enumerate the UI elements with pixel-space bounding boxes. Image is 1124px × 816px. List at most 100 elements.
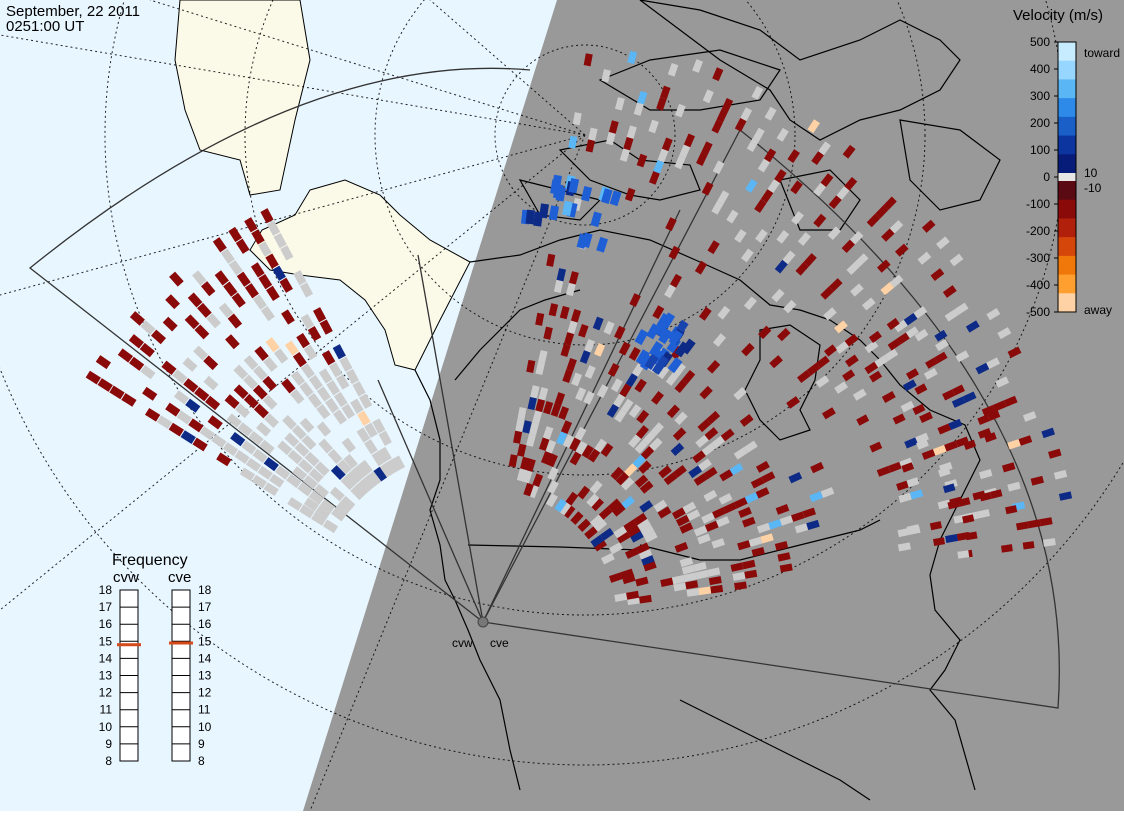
echo-cell xyxy=(932,444,947,456)
echo-cell xyxy=(203,355,219,371)
colorbar-cell xyxy=(1058,116,1076,137)
echo-cell xyxy=(864,361,879,375)
echo-cell xyxy=(942,389,956,401)
echo-cell xyxy=(639,500,654,513)
echo-cell xyxy=(751,85,764,100)
echo-cell xyxy=(643,560,657,572)
echo-cell xyxy=(741,516,756,528)
echo-cell xyxy=(554,498,567,513)
echo-cell xyxy=(565,491,579,506)
echo-cell xyxy=(225,334,240,350)
echo-cell xyxy=(614,325,626,340)
echo-cell xyxy=(339,356,353,372)
echo-cell xyxy=(954,302,969,316)
echo-cell xyxy=(844,354,859,368)
echo-cell xyxy=(695,434,709,448)
echo-cell xyxy=(516,468,527,482)
echo-cell xyxy=(286,473,302,489)
echo-cell xyxy=(273,348,289,364)
echo-cell xyxy=(173,390,190,405)
echo-cell xyxy=(556,431,568,446)
echo-cell xyxy=(302,475,319,490)
echo-cell xyxy=(740,107,753,122)
echo-cell xyxy=(699,385,713,400)
echo-cell xyxy=(721,97,734,112)
echo-cell xyxy=(842,144,856,159)
echo-cell xyxy=(237,422,253,437)
echo-cell xyxy=(902,379,917,392)
echo-cell xyxy=(624,547,639,559)
echo-cell xyxy=(542,426,554,440)
echo-cell xyxy=(538,350,548,364)
echo-cell xyxy=(657,506,672,519)
echo-cell xyxy=(875,205,889,219)
echo-cell xyxy=(378,446,392,463)
echo-cell xyxy=(635,576,649,587)
echo-cell xyxy=(357,410,371,426)
echo-cell xyxy=(774,259,788,274)
echo-cell xyxy=(712,160,725,175)
echo-cell xyxy=(787,149,800,164)
echo-cell xyxy=(745,178,758,193)
echo-cell xyxy=(722,502,737,514)
echo-cell xyxy=(326,380,341,396)
echo-cell xyxy=(587,448,601,463)
echo-cell xyxy=(856,414,870,426)
echo-cell xyxy=(598,506,613,520)
echo-cell xyxy=(797,370,811,384)
echo-cell xyxy=(325,397,339,414)
echo-cell xyxy=(674,542,689,553)
echo-cell xyxy=(609,190,622,207)
echo-cell xyxy=(791,211,804,225)
echo-cell xyxy=(140,365,156,380)
echo-cell xyxy=(290,370,306,386)
echo-cell xyxy=(350,398,364,414)
echo-cell xyxy=(274,465,291,480)
frequency-indicator xyxy=(169,641,193,645)
echo-cell xyxy=(243,355,259,371)
echo-cell xyxy=(121,393,137,407)
echo-cell xyxy=(893,319,908,333)
echo-cell xyxy=(206,313,222,329)
echo-cell xyxy=(635,349,650,366)
echo-cell xyxy=(613,393,626,408)
frequency-tick-label: 9 xyxy=(105,737,112,751)
echo-cell xyxy=(253,365,268,381)
echo-cell xyxy=(795,262,809,276)
echo-cell xyxy=(165,402,181,417)
echo-cell xyxy=(117,348,134,363)
echo-cell xyxy=(267,220,281,236)
echo-cell xyxy=(734,581,747,591)
echo-cell xyxy=(559,305,570,320)
echo-cell xyxy=(807,119,820,134)
echo-cell xyxy=(679,557,694,568)
echo-cell xyxy=(577,518,591,532)
echo-cell xyxy=(670,442,685,457)
echo-cell xyxy=(308,374,323,391)
echo-cell xyxy=(228,260,243,276)
echo-cell xyxy=(829,278,843,292)
colorbar-tick-label: 0 xyxy=(1043,170,1050,184)
echo-cell xyxy=(156,415,173,430)
echo-cell xyxy=(265,253,279,269)
echo-cell xyxy=(252,294,267,310)
echo-cell xyxy=(256,422,272,437)
echo-cell xyxy=(883,196,897,211)
echo-cell xyxy=(900,400,915,413)
echo-cell xyxy=(257,465,273,480)
echo-cell xyxy=(756,522,771,534)
echo-cell xyxy=(340,475,356,491)
echo-cell xyxy=(934,329,948,342)
echo-cell xyxy=(562,200,573,217)
echo-cell xyxy=(608,572,623,583)
echo-cell xyxy=(581,186,593,202)
echo-cell xyxy=(319,499,336,514)
echo-cell xyxy=(611,503,626,517)
echo-cell xyxy=(777,327,791,342)
echo-cell xyxy=(590,497,604,512)
echo-cell xyxy=(674,379,688,393)
echo-cell xyxy=(827,226,841,240)
echo-cell xyxy=(712,67,724,82)
colorbar-cell xyxy=(1058,42,1076,62)
